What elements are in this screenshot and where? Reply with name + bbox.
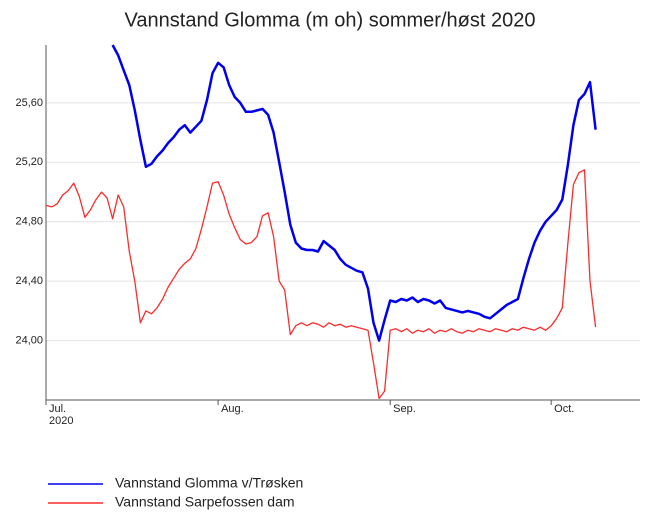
x-tick-label: Sep. [393, 403, 416, 415]
x-tick-label: Jul. 2020 [49, 403, 74, 427]
y-tick-label: 24,80 [15, 216, 43, 228]
x-tick-label: Aug. [221, 403, 244, 415]
legend-label: Vannstand Glomma v/Trøsken [115, 475, 303, 491]
x-tick-label: Oct. [554, 403, 575, 415]
legend-label: Vannstand Sarpefossen dam [115, 494, 295, 510]
y-tick-label: 25,20 [15, 156, 43, 168]
y-tick-label: 24,00 [15, 334, 43, 346]
series-line [111, 44, 597, 342]
y-tick-label: 25,60 [15, 97, 43, 109]
y-tick-label: 24,40 [15, 275, 43, 287]
series-line [45, 169, 597, 400]
chart-title: Vannstand Glomma (m oh) sommer/høst 2020 [125, 9, 536, 31]
